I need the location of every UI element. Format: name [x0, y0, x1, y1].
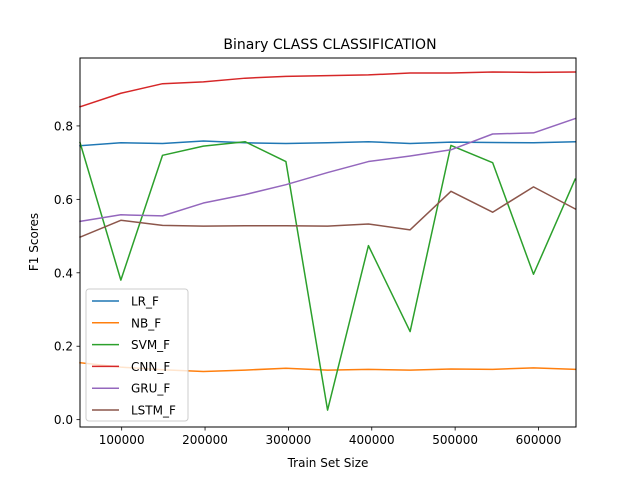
y-tick-label: 0.0 [54, 413, 73, 427]
y-tick-label: 0.4 [54, 266, 73, 280]
series-line-lr-f [79, 140, 576, 147]
legend-label: GRU_F [131, 382, 170, 396]
x-tick-label: 100000 [99, 433, 145, 447]
legend-label: NB_F [131, 316, 161, 330]
legend-label: SVM_F [131, 338, 170, 352]
legend-label: LR_F [131, 295, 159, 309]
x-axis: 100000 200000 300000 400000 500000 600000 [99, 427, 562, 447]
legend: LR_F NB_F SVM_F CNN_F GRU_F LSTM_F [85, 288, 189, 422]
x-tick-label: 400000 [349, 433, 395, 447]
series-line-gru-f [79, 117, 577, 223]
chart-title: Binary CLASS CLASSIFICATION [223, 37, 436, 53]
x-tick-label: 300000 [265, 433, 311, 447]
y-tick-label: 0.6 [54, 193, 73, 207]
legend-label: LSTM_F [131, 404, 176, 418]
series-line-lstm-f [79, 186, 577, 239]
legend-label: CNN_F [131, 360, 170, 374]
x-axis-label: Train Set Size [287, 456, 369, 470]
series-line-svm-f [79, 140, 577, 411]
y-tick-label: 0.8 [54, 119, 73, 133]
x-tick-label: 500000 [432, 433, 478, 447]
y-axis: 0.0 0.2 0.4 0.6 0.8 [54, 119, 80, 427]
y-axis-label: F1 Scores [27, 213, 41, 271]
x-tick-label: 600000 [516, 433, 562, 447]
x-tick-label: 200000 [182, 433, 228, 447]
legend-box [85, 288, 189, 422]
y-tick-label: 0.2 [54, 340, 73, 354]
series-line-cnn-f [79, 71, 576, 108]
plot-frame [79, 57, 577, 428]
